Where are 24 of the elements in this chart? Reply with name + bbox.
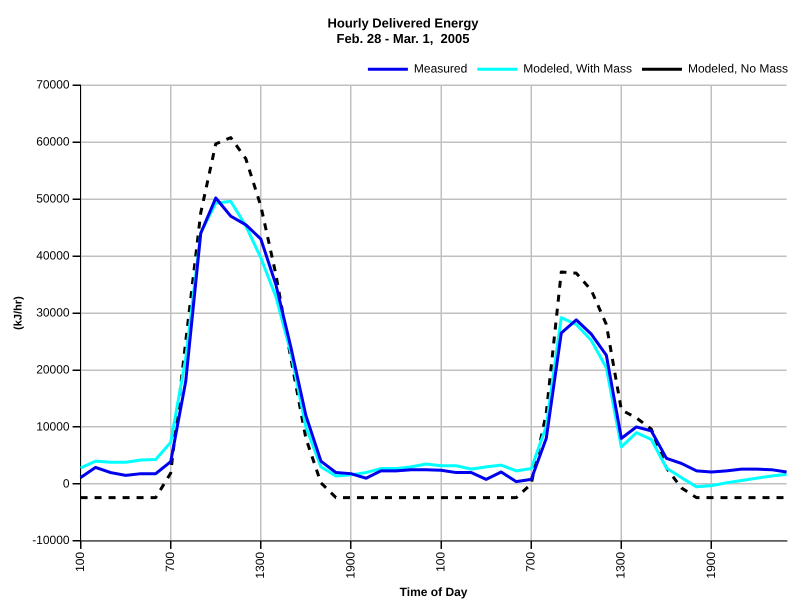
y-tick-label: 50000 — [36, 191, 70, 206]
x-tick-label: 100 — [72, 552, 87, 572]
x-tick-label: 1300 — [253, 552, 268, 579]
y-tick-label: 60000 — [36, 134, 70, 148]
x-tick-label: 100 — [433, 552, 448, 572]
x-tick-label: 700 — [524, 552, 538, 572]
y-tick-label: 30000 — [36, 305, 70, 320]
x-axis-title: Time of Day — [400, 585, 468, 600]
x-tick-label: 700 — [163, 552, 178, 572]
legend-label: Modeled, No Mass — [688, 62, 788, 76]
y-tick-label: 10000 — [36, 419, 70, 434]
y-axis-title: (kJ/hr) — [12, 296, 25, 330]
chart-title: Hourly Delivered Energy — [328, 15, 480, 30]
y-tick-label: 0 — [62, 476, 70, 490]
x-tick-label: 1900 — [704, 552, 718, 579]
x-tick-label: 1900 — [343, 552, 358, 579]
legend-label: Measured — [414, 62, 468, 76]
legend-label: Modeled, With Mass — [523, 62, 632, 76]
y-tick-label: 40000 — [36, 248, 70, 262]
y-tick-label: 20000 — [36, 362, 70, 376]
chart-subtitle: Feb. 28 - Mar. 1, 2005 — [336, 30, 470, 46]
y-tick-label: 70000 — [36, 78, 70, 92]
x-tick-label: 1300 — [614, 552, 628, 579]
y-tick-label: -10000 — [32, 533, 70, 548]
